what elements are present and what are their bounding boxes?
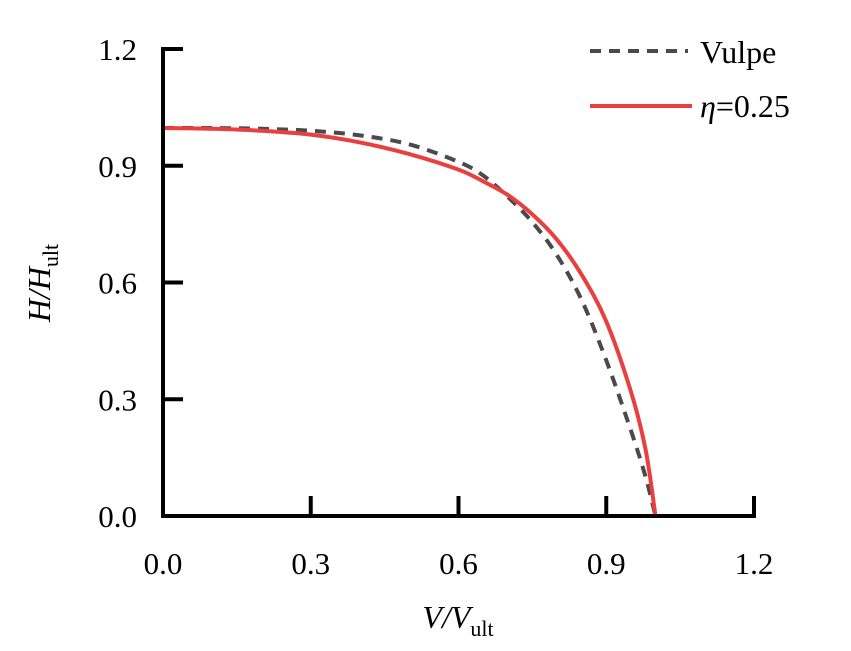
y-tick-label: 1.2 <box>98 32 137 67</box>
y-tick-label: 0.9 <box>98 149 137 184</box>
legend: Vulpe η=0.25 <box>590 34 790 124</box>
y-tick-label: 0.6 <box>98 266 137 301</box>
series-line-1 <box>162 126 658 517</box>
legend-label-eta: η=0.25 <box>700 88 790 124</box>
x-tick-label: 0.6 <box>439 546 478 581</box>
y-tick-label: 0.3 <box>98 382 137 417</box>
x-tick-label: 0.0 <box>144 546 183 581</box>
x-tick-label: 0.3 <box>291 546 330 581</box>
x-tick-label: 1.2 <box>735 546 774 581</box>
ticks <box>161 47 756 518</box>
plot-lines <box>162 125 658 517</box>
legend-label-vulpe: Vulpe <box>700 34 776 70</box>
y-tick-label: 0.0 <box>98 499 137 534</box>
y-axis-title: H/Hult <box>21 244 63 323</box>
x-axis-title: V/Vult <box>422 599 493 641</box>
tick-labels: 0.0 0.3 0.6 0.9 1.2 0.0 0.3 0.6 0.9 1.2 <box>98 32 773 581</box>
series-line-0 <box>162 125 658 517</box>
axes <box>161 47 756 518</box>
x-tick-label: 0.9 <box>587 546 626 581</box>
